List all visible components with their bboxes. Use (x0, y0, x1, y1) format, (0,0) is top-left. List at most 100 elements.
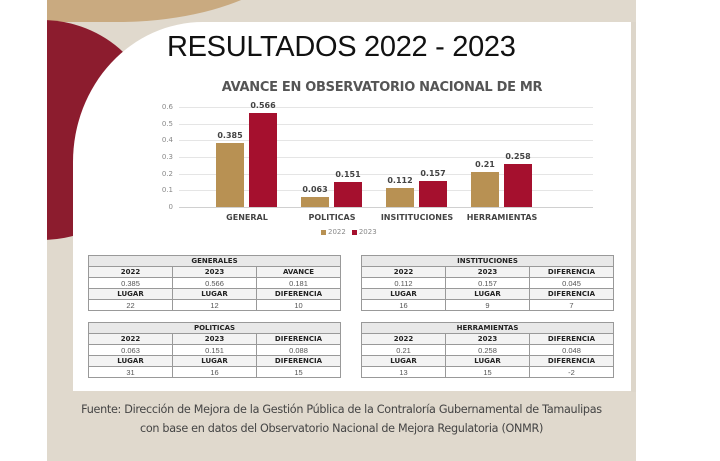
table-cell: 0.045 (529, 277, 614, 289)
table-header: LUGAR (361, 288, 446, 300)
table-header: DIFERENCIA (529, 355, 614, 367)
table-title: POLITICAS (88, 322, 341, 334)
table-header: 2023 (445, 333, 530, 345)
table-cell: 9 (445, 299, 530, 311)
table-cell: 10 (256, 299, 341, 311)
y-tick: 0.6 (161, 103, 173, 111)
chart-legend: 2022 2023 (321, 228, 377, 236)
slide: RESULTADOS 2022 - 2023 AVANCE EN OBSERVA… (47, 0, 636, 461)
y-tick: 0 (168, 203, 173, 211)
category-label: POLITICAS (308, 213, 356, 222)
table-header: LUGAR (445, 288, 530, 300)
right-edge (631, 22, 636, 392)
table-cell: 16 (361, 299, 446, 311)
y-tick: 0.5 (161, 119, 173, 128)
source-line-2: con base en datos del Observatorio Nacio… (139, 422, 544, 435)
table-cell: 0.088 (256, 344, 341, 356)
bar-2022 (216, 142, 244, 207)
bar-chart: 0.6 0.5 0.4 0.3 0.2 0.1 0 0.385 0.566 0.06… (153, 100, 613, 242)
gridline (179, 173, 593, 175)
table-cell: 22 (88, 299, 173, 311)
table-header: 2022 (361, 333, 446, 345)
bar-value-label: 0.112 (387, 176, 413, 186)
table-header: DIFERENCIA (256, 288, 341, 300)
table-cell: 16 (172, 366, 257, 378)
source-note: Fuente: Dirección de Mejora de la Gestió… (47, 400, 636, 438)
bar-2022 (301, 196, 329, 207)
table-cell: 0.157 (445, 277, 530, 289)
bar-2022 (386, 188, 414, 207)
table-header: DIFERENCIA (256, 333, 341, 345)
table-title: GENERALES (88, 255, 341, 267)
gridline (179, 107, 593, 108)
table-cell: 0.21 (361, 344, 446, 356)
table-header: DIFERENCIA (529, 288, 614, 300)
table-header: 2022 (88, 266, 173, 278)
table-header: DIFERENCIA (256, 355, 341, 367)
table-header: 2022 (361, 266, 446, 278)
bar-value-label: 0.258 (505, 152, 531, 161)
bar-2023 (334, 181, 362, 207)
table-cell: 15 (445, 366, 530, 378)
table-header: LUGAR (172, 288, 257, 300)
table-herramientas: HERRAMIENTAS 2022 2023 DIFERENCIA 0.21 0… (361, 322, 614, 378)
table-cell: 12 (172, 299, 257, 311)
chart-title: AVANCE EN OBSERVATORIO NACIONAL DE MR (221, 80, 543, 95)
table-cell: 0.181 (256, 277, 341, 289)
bar-2023 (504, 164, 532, 207)
table-cell: 7 (529, 299, 614, 311)
table-generales: GENERALES 2022 2023 AVANCE 0.385 0.566 0… (88, 255, 341, 311)
table-cell: 0.385 (88, 277, 173, 289)
category-label: HERRAMIENTAS (466, 213, 538, 222)
table-header: 2022 (88, 333, 173, 345)
bar-value-label: 0.157 (420, 168, 446, 178)
table-cell: 31 (88, 366, 173, 378)
page-title: RESULTADOS 2022 - 2023 (167, 31, 516, 63)
bar-2023 (249, 112, 277, 207)
table-cell: 13 (361, 366, 446, 378)
table-cell: 0.063 (88, 344, 173, 356)
table-cell: 0.566 (172, 277, 257, 289)
bar-value-label: 0.566 (250, 100, 276, 110)
table-header: 2023 (172, 333, 257, 345)
bar-value-label: 0.063 (302, 184, 328, 194)
gridline (179, 157, 593, 158)
category-label: INSITITUCIONES (380, 213, 454, 222)
legend-item-2022: 2022 (321, 228, 346, 236)
legend-swatch (351, 229, 357, 235)
y-tick: 0.1 (161, 186, 173, 195)
table-cell: 0.112 (361, 277, 446, 289)
bar-2022 (471, 172, 499, 207)
source-line-1: Fuente: Dirección de Mejora de la Gestió… (81, 403, 602, 416)
table-header: AVANCE (256, 266, 341, 278)
table-header: LUGAR (361, 355, 446, 367)
table-instituciones: INSTITUCIONES 2022 2023 DIFERENCIA 0.112… (361, 255, 614, 311)
table-politicas: POLITICAS 2022 2023 DIFERENCIA 0.063 0.1… (88, 322, 341, 378)
gridline (179, 140, 593, 142)
table-title: HERRAMIENTAS (361, 322, 614, 334)
y-tick: 0.3 (161, 153, 173, 161)
table-cell: 0.151 (172, 344, 257, 356)
table-header: DIFERENCIA (529, 333, 614, 345)
content-panel: RESULTADOS 2022 - 2023 AVANCE EN OBSERVA… (73, 22, 631, 391)
table-cell: -2 (529, 366, 614, 378)
bar-value-label: 0.21 (475, 160, 495, 169)
table-header: LUGAR (445, 355, 530, 367)
category-label: GENERAL (226, 213, 268, 222)
table-header: LUGAR (88, 355, 173, 367)
table-cell: 0.048 (529, 344, 614, 356)
legend-swatch (321, 229, 326, 235)
table-cell: 0.258 (445, 344, 530, 356)
table-header: LUGAR (172, 355, 257, 367)
table-title: INSTITUCIONES (361, 255, 614, 267)
y-tick: 0.2 (161, 169, 173, 178)
table-header: 2023 (445, 266, 530, 278)
bars: 0.385 0.566 0.063 0.151 0.112 0.157 0.21 0.258 (153, 100, 613, 207)
bar-value-label: 0.385 (217, 130, 243, 140)
bar-value-label: 0.151 (335, 169, 361, 179)
y-tick: 0.4 (161, 136, 173, 145)
bar-2023 (419, 180, 447, 207)
gridline (179, 123, 593, 125)
table-cell: 15 (256, 366, 341, 378)
x-axis (179, 207, 593, 208)
